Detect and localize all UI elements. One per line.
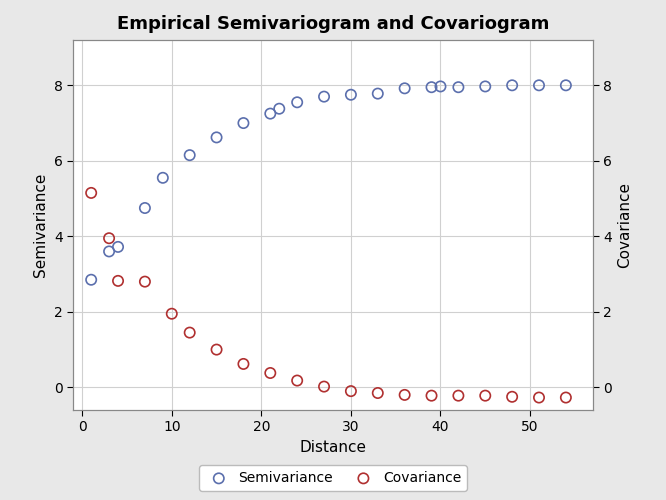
Semivariance [426, 83, 437, 91]
Covariance [265, 369, 276, 377]
Covariance [426, 392, 437, 400]
Semivariance [265, 110, 276, 118]
Covariance [86, 189, 97, 197]
Covariance [372, 389, 383, 397]
Title: Empirical Semivariogram and Covariogram: Empirical Semivariogram and Covariogram [117, 15, 549, 33]
Covariance [104, 234, 115, 242]
Semivariance [86, 276, 97, 283]
Semivariance [184, 151, 195, 159]
Semivariance [211, 134, 222, 141]
Semivariance [157, 174, 168, 182]
Semivariance [533, 82, 544, 90]
Semivariance [140, 204, 151, 212]
Semivariance [507, 82, 517, 90]
Semivariance [480, 82, 491, 90]
Covariance [319, 382, 330, 390]
Semivariance [113, 243, 123, 251]
Covariance [211, 346, 222, 354]
Semivariance [238, 119, 249, 127]
Semivariance [400, 84, 410, 92]
Semivariance [346, 90, 356, 98]
Covariance [238, 360, 249, 368]
Semivariance [274, 104, 284, 112]
Y-axis label: Semivariance: Semivariance [33, 173, 49, 277]
Covariance [507, 393, 517, 401]
Covariance [480, 392, 491, 400]
Semivariance [319, 92, 330, 100]
Covariance [113, 277, 123, 285]
Legend: Semivariance, Covariance: Semivariance, Covariance [199, 466, 467, 490]
Covariance [346, 387, 356, 395]
Semivariance [372, 90, 383, 98]
Covariance [561, 394, 571, 402]
Covariance [453, 392, 464, 400]
Y-axis label: Covariance: Covariance [617, 182, 633, 268]
Covariance [400, 391, 410, 399]
Covariance [166, 310, 177, 318]
Covariance [533, 394, 544, 402]
Semivariance [453, 83, 464, 91]
Covariance [292, 376, 302, 384]
Semivariance [561, 82, 571, 90]
Semivariance [435, 82, 446, 90]
X-axis label: Distance: Distance [300, 440, 366, 455]
Semivariance [292, 98, 302, 106]
Covariance [184, 328, 195, 336]
Covariance [140, 278, 151, 285]
Semivariance [104, 248, 115, 256]
